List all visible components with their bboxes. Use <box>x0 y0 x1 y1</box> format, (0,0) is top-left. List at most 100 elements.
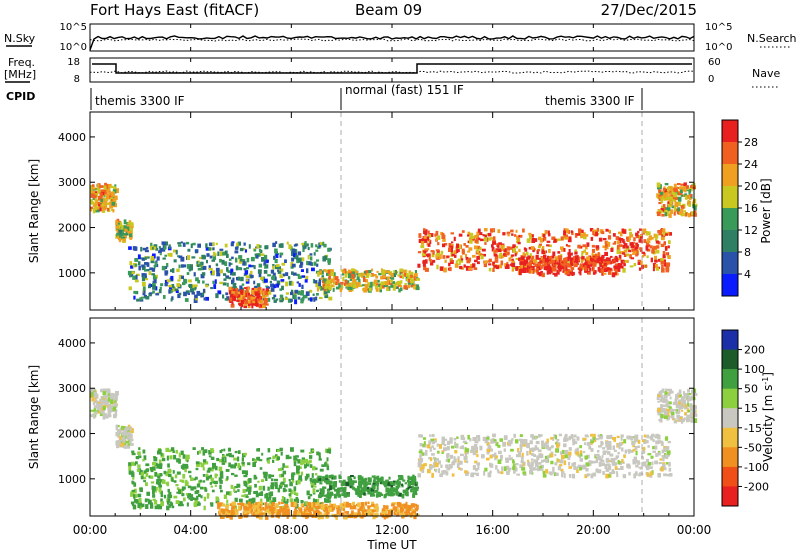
data-cell <box>185 479 188 483</box>
data-cell <box>309 289 313 293</box>
data-cell <box>219 479 223 484</box>
data-cell <box>380 281 384 286</box>
data-cell <box>499 252 503 257</box>
data-cell <box>652 439 655 442</box>
data-cell <box>508 454 511 458</box>
data-cell <box>542 474 547 478</box>
data-cell <box>230 304 235 308</box>
data-cell <box>353 487 356 491</box>
power-colorbar-tick: 4 <box>744 268 751 281</box>
data-cell <box>586 463 590 467</box>
data-cell <box>574 260 578 263</box>
data-cell <box>299 466 302 469</box>
data-cell <box>347 503 352 508</box>
data-cell <box>534 445 538 450</box>
data-cell <box>300 503 304 506</box>
data-cell <box>547 447 552 451</box>
data-cell <box>167 463 170 468</box>
data-cell <box>154 505 158 510</box>
data-cell <box>135 456 140 460</box>
data-cell <box>301 257 305 262</box>
data-cell <box>116 232 121 237</box>
data-cell <box>496 469 500 472</box>
data-cell <box>217 290 222 295</box>
data-cell <box>253 509 258 514</box>
data-cell <box>141 296 145 299</box>
data-cell <box>669 186 673 191</box>
data-cell <box>103 185 107 190</box>
data-cell <box>199 462 202 465</box>
data-cell <box>359 493 362 498</box>
data-cell <box>280 451 283 456</box>
data-cell <box>468 237 473 242</box>
data-cell <box>662 204 666 208</box>
data-cell <box>336 506 340 509</box>
data-cell <box>324 270 328 273</box>
data-cell <box>339 281 344 285</box>
data-cell <box>518 258 521 261</box>
data-cell <box>557 465 562 471</box>
data-cell <box>439 443 442 449</box>
data-cell <box>617 263 622 269</box>
data-cell <box>191 291 195 295</box>
data-cell <box>662 228 666 233</box>
data-cell <box>590 440 594 443</box>
data-cell <box>182 473 186 479</box>
data-cell <box>459 265 463 270</box>
data-cell <box>108 195 113 200</box>
data-cell <box>667 245 670 249</box>
data-cell <box>237 450 241 454</box>
data-cell <box>324 498 327 503</box>
data-cell <box>634 434 639 440</box>
data-cell <box>528 232 532 236</box>
data-cell <box>274 478 278 482</box>
data-cell <box>117 441 121 445</box>
data-cell <box>664 183 669 186</box>
data-cell <box>580 233 584 239</box>
data-cell <box>691 211 694 216</box>
data-cell <box>546 244 550 247</box>
data-cell <box>137 493 142 498</box>
data-cell <box>673 192 678 198</box>
data-cell <box>604 259 607 262</box>
data-cell <box>222 282 227 286</box>
data-cell <box>117 443 120 447</box>
data-cell <box>152 280 156 285</box>
data-cell <box>318 287 321 290</box>
data-cell <box>431 445 434 448</box>
data-cell <box>254 512 257 515</box>
data-cell <box>150 256 155 261</box>
data-cell <box>305 243 309 247</box>
x-tick-label: 12:00 <box>375 523 410 537</box>
data-cell <box>661 455 665 458</box>
noise-panel: N.Sky 10^5 10^0 10^5 10^0 N.Search <box>4 22 797 53</box>
data-cell <box>591 248 596 253</box>
data-cell <box>268 289 272 295</box>
data-cell <box>259 510 263 513</box>
data-cell <box>544 262 548 266</box>
data-cell <box>436 249 440 254</box>
data-cell <box>114 400 117 404</box>
data-cell <box>567 258 570 263</box>
data-cell <box>278 266 281 270</box>
data-cell <box>214 253 217 256</box>
data-cell <box>460 258 464 261</box>
data-cell <box>129 439 132 444</box>
data-cell <box>393 270 396 275</box>
data-cell <box>451 253 455 257</box>
data-cell <box>212 247 215 251</box>
data-cell <box>231 272 236 276</box>
data-cell <box>556 443 560 448</box>
data-cell <box>571 231 574 236</box>
data-cell <box>649 245 653 249</box>
data-cell <box>290 266 294 269</box>
colorbar-segment <box>722 408 738 429</box>
data-cell <box>511 267 514 272</box>
data-cell <box>693 406 697 410</box>
data-cell <box>219 258 222 263</box>
data-cell <box>450 232 454 235</box>
data-cell <box>325 278 329 283</box>
data-cell <box>91 190 96 193</box>
data-cell <box>370 274 373 277</box>
data-cell <box>601 462 605 466</box>
